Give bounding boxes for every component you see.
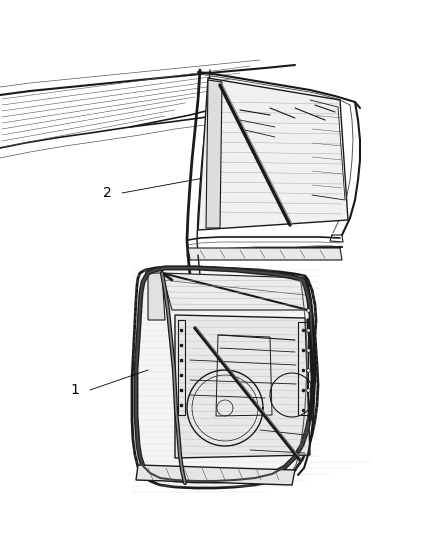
Polygon shape [136, 465, 295, 485]
Polygon shape [188, 248, 342, 260]
Polygon shape [132, 267, 318, 488]
Polygon shape [148, 273, 165, 320]
Text: 1: 1 [71, 383, 79, 397]
Polygon shape [198, 78, 348, 230]
Text: 2: 2 [102, 186, 111, 200]
Polygon shape [162, 273, 308, 310]
Polygon shape [206, 80, 222, 228]
Polygon shape [175, 315, 310, 458]
